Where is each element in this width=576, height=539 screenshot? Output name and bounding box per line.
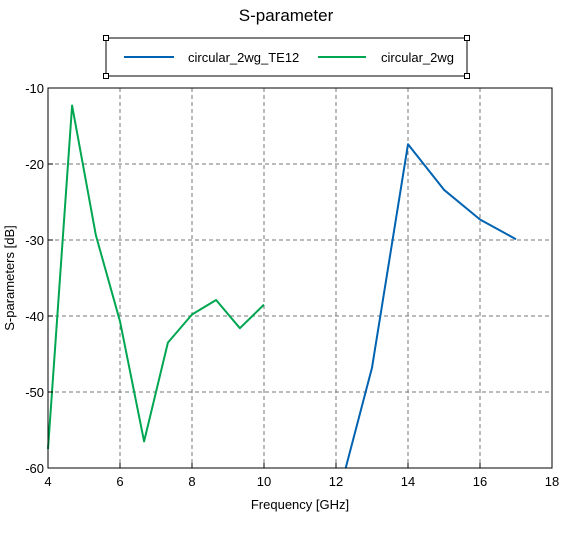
y-tick-label: -50 <box>25 385 44 400</box>
y-tick-label: -40 <box>25 309 44 324</box>
y-tick-label: -20 <box>25 157 44 172</box>
legend-corner-handle <box>103 35 109 41</box>
plot-area-frame <box>47 87 553 469</box>
x-tick-label: 10 <box>257 474 271 489</box>
legend: circular_2wg_TE12 circular_2wg <box>103 35 470 79</box>
grid <box>48 88 552 468</box>
legend-corner-handle <box>103 73 109 79</box>
x-tick-label: 6 <box>116 474 123 489</box>
x-tick-label: 18 <box>545 474 559 489</box>
x-axis-label: Frequency [GHz] <box>251 497 349 512</box>
x-tick-label: 16 <box>473 474 487 489</box>
y-tick-label: -30 <box>25 233 44 248</box>
chart-title: S-parameter <box>239 6 334 25</box>
legend-corner-handle <box>464 73 470 79</box>
series-layer <box>47 104 517 469</box>
legend-corner-handle <box>464 35 470 41</box>
y-axis-label: S-parameters [dB] <box>2 225 17 331</box>
x-tick-label: 12 <box>329 474 343 489</box>
x-tick-label: 8 <box>188 474 195 489</box>
legend-label-1: circular_2wg_TE12 <box>188 50 299 65</box>
axis-ticks: 4 6 8 10 12 14 16 18 -60 -50 -40 -30 -20 -10 <box>25 81 559 489</box>
y-tick-label: -10 <box>25 81 44 96</box>
series-line-1 <box>344 143 517 469</box>
legend-label-2: circular_2wg <box>381 50 454 65</box>
y-tick-label: -60 <box>25 461 44 476</box>
series-line-2 <box>47 104 265 450</box>
x-tick-label: 4 <box>44 474 51 489</box>
x-tick-label: 14 <box>401 474 415 489</box>
